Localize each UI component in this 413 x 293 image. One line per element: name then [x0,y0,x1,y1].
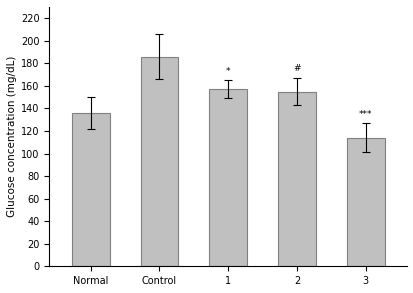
Text: #: # [292,64,300,74]
Y-axis label: Glucose concentration (mg/dL): Glucose concentration (mg/dL) [7,56,17,217]
Bar [140,57,178,266]
Bar [346,138,384,266]
Text: *: * [225,67,230,76]
Bar [71,113,109,266]
Bar [278,91,315,266]
Bar [209,89,247,266]
Text: ***: *** [358,110,372,119]
